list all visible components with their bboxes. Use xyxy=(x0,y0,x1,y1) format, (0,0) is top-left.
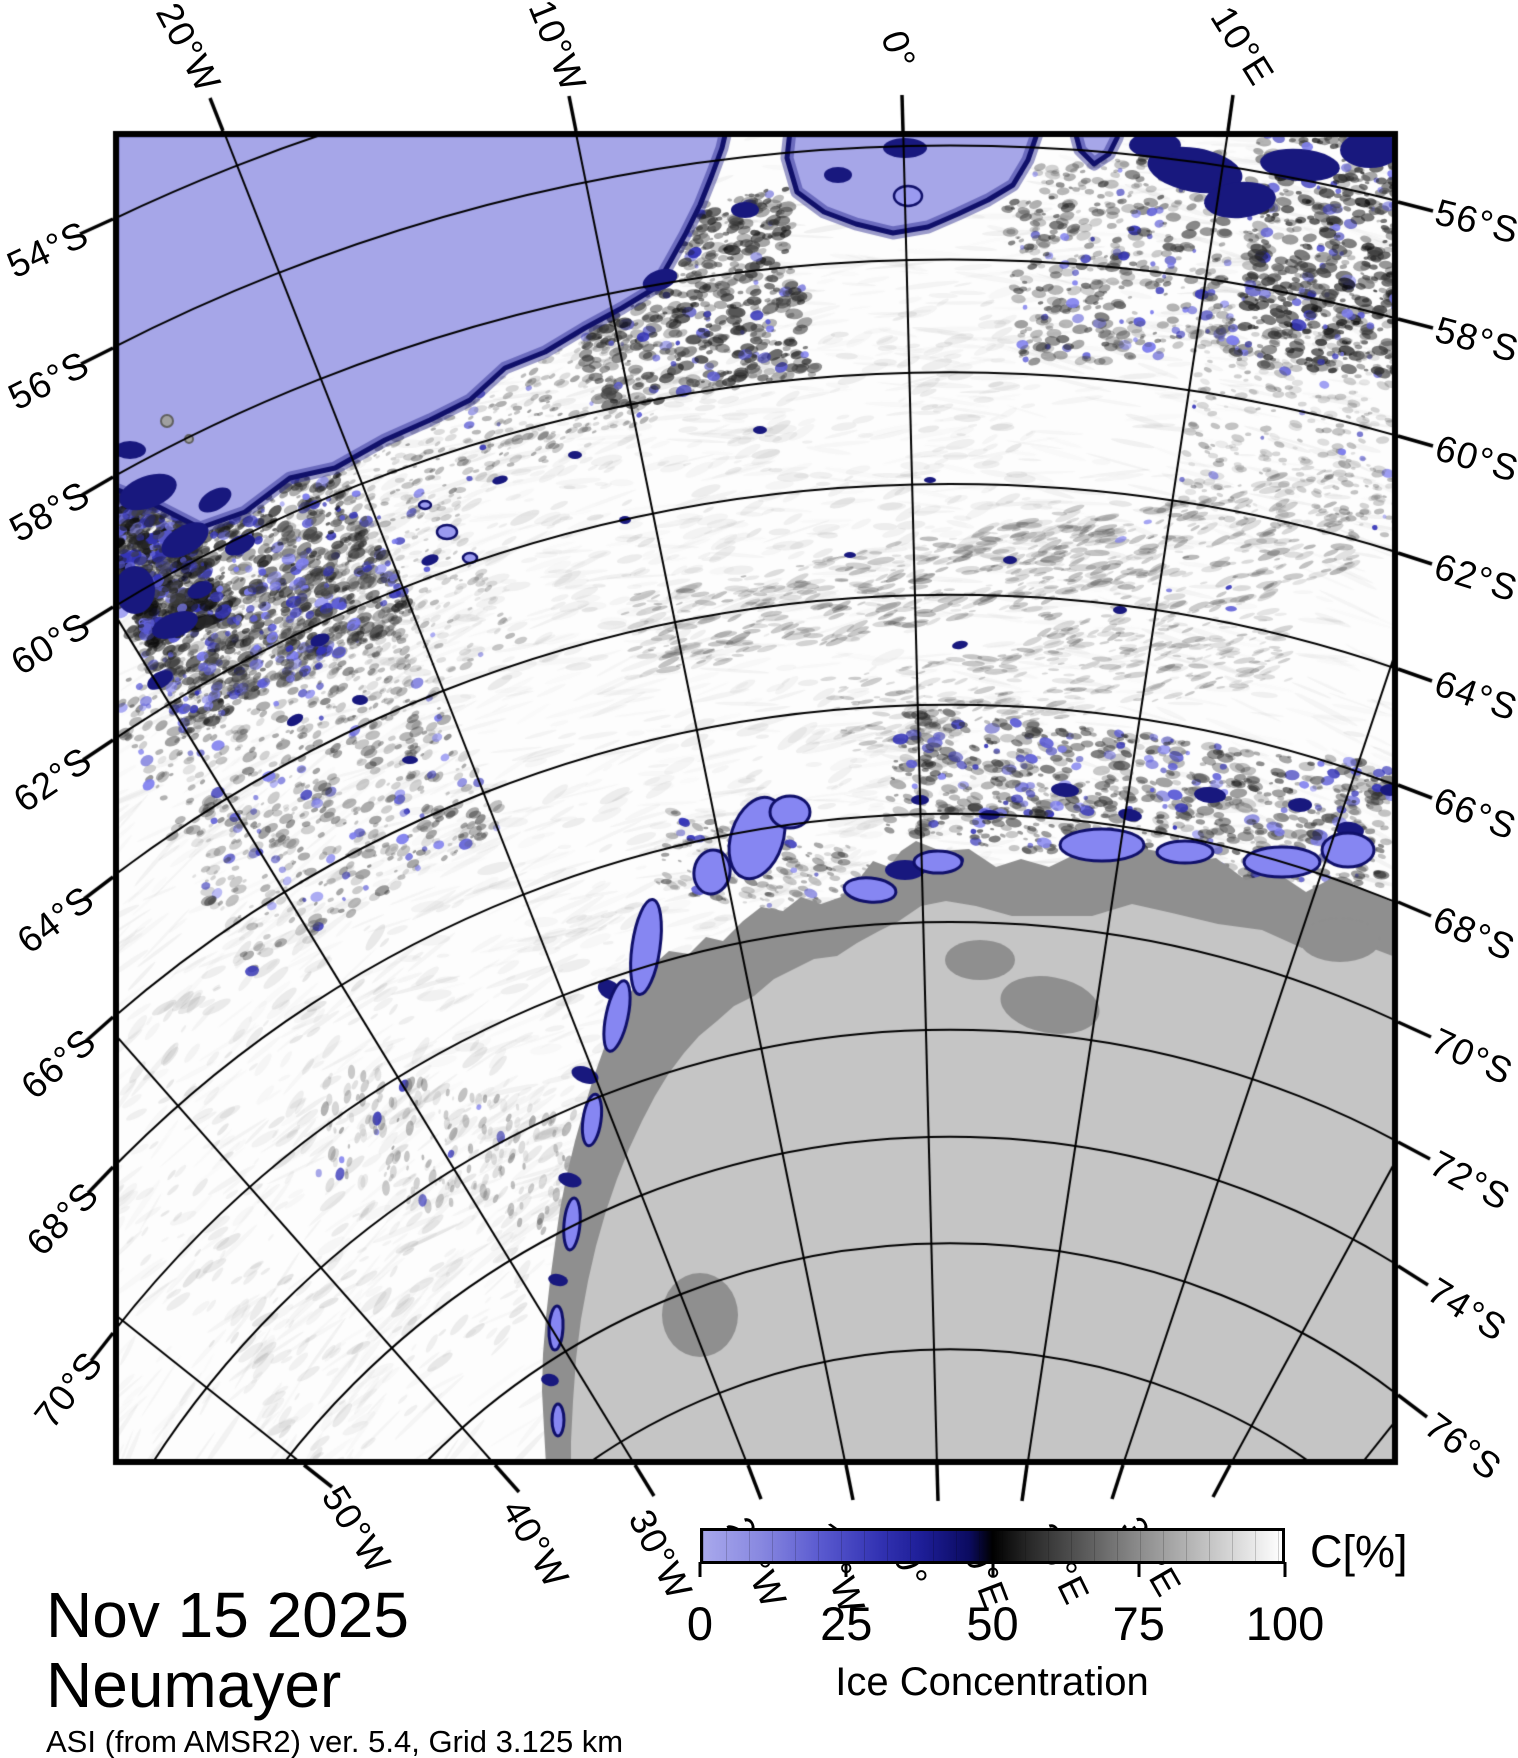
colorbar-tick-label: 75 xyxy=(1112,1597,1165,1650)
colorbar-tick-label: 25 xyxy=(820,1597,873,1650)
colorbar-tick xyxy=(844,1562,848,1577)
colorbar-tick xyxy=(1137,1562,1141,1577)
colorbar-tick-label: 0 xyxy=(686,1597,714,1650)
date-title: Nov 15 2025 xyxy=(46,1579,409,1651)
colorbar-tick-label: 50 xyxy=(966,1597,1019,1650)
colorbar-tick xyxy=(698,1562,702,1577)
colorbar-segments xyxy=(703,1531,1282,1561)
colorbar-tick-label: 100 xyxy=(1245,1597,1325,1650)
station-title: Neumayer xyxy=(46,1649,342,1721)
colorbar-gradient xyxy=(700,1528,1285,1564)
version-subtitle: ASI (from AMSR2) ver. 5.4, Grid 3.125 km xyxy=(46,1724,624,1758)
colorbar-tick xyxy=(1283,1562,1287,1577)
colorbar-axis-label: Ice Concentration xyxy=(835,1660,1149,1704)
colorbar-unit: C[%] xyxy=(1310,1526,1408,1577)
colorbar-tick xyxy=(991,1562,994,1577)
